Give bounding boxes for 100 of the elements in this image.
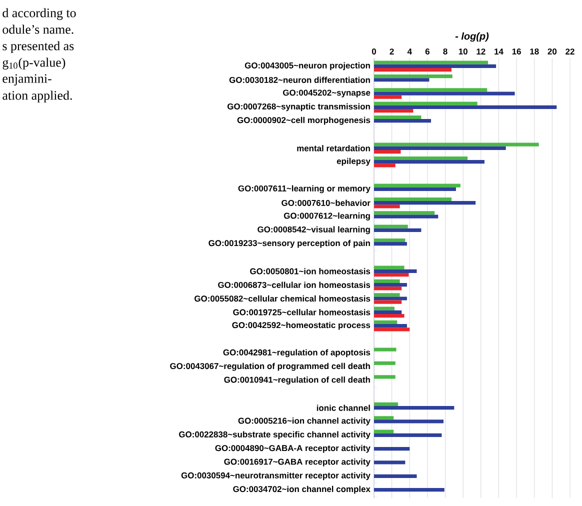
- bar: [374, 156, 468, 160]
- bar: [374, 142, 539, 146]
- bar: [374, 293, 400, 297]
- bar: [374, 300, 402, 304]
- bar: [374, 197, 452, 202]
- bar: [374, 320, 398, 324]
- y-tick-label: GO:0005216~ion channel activity: [238, 418, 370, 426]
- y-tick-label: GO:0004890~GABA-A receptor activity: [215, 444, 370, 453]
- bar: [374, 433, 442, 437]
- y-tick-label: epilepsy: [336, 158, 370, 166]
- bar: [374, 460, 406, 464]
- text: enjamini-: [2, 74, 52, 86]
- y-tick-label: GO:0042592~homeostatic process: [232, 322, 370, 330]
- bar: [374, 211, 435, 215]
- x-tick-label: 6: [425, 48, 430, 54]
- bar: [374, 402, 398, 406]
- bar: [374, 283, 407, 287]
- x-tick-label: 2: [390, 48, 394, 54]
- bar: [374, 214, 438, 218]
- text: d according to: [2, 8, 76, 20]
- bar: [374, 416, 394, 420]
- bar: [374, 348, 396, 352]
- bar: [374, 119, 432, 123]
- x-tick-label: 14: [494, 48, 504, 54]
- text: ation applied.: [2, 90, 72, 102]
- y-tick-label: GO:0042981~regulation of apoptosis: [223, 349, 370, 358]
- x-tick-label: 10: [458, 48, 468, 54]
- x-tick-label: 18: [530, 48, 539, 54]
- y-tick-label: GO:0007610~behavior: [282, 200, 370, 206]
- y-tick-label: GO:0050801~ion homeostasis: [250, 268, 370, 274]
- bar: [374, 328, 410, 332]
- bar: [374, 361, 396, 366]
- bar: [374, 269, 417, 273]
- bar: [374, 146, 506, 150]
- bar: [374, 204, 400, 208]
- y-tick-label: GO:0000902~cell morphogenesis: [237, 116, 370, 125]
- bar: [374, 92, 515, 96]
- x-axis-title: - log(p): [455, 32, 489, 42]
- bar: [374, 242, 407, 246]
- bar: [374, 160, 484, 164]
- bar: [374, 420, 444, 424]
- x-tick-label: 8: [443, 48, 448, 54]
- y-tick-label: GO:0055082~cellular chemical homeostasis: [194, 295, 370, 302]
- bar: [374, 375, 396, 379]
- y-tick-label: GO:0043005~neuron projection: [244, 62, 370, 70]
- bar: [374, 406, 454, 410]
- bar: [374, 74, 452, 78]
- text: g$_{10}$(p-value): [2, 58, 66, 70]
- bar: [374, 228, 422, 232]
- y-tick-label: GO:0007611~learning or memory: [238, 185, 370, 194]
- y-tick-label: GO:0016917~GABA receptor activity: [224, 458, 370, 466]
- bar: [374, 310, 402, 314]
- bar: [374, 105, 557, 109]
- bar: [374, 102, 478, 106]
- y-tick-label: GO:0007612~learning: [284, 212, 370, 220]
- bar: [374, 88, 488, 92]
- bar: [374, 64, 496, 68]
- bar: [374, 324, 407, 328]
- y-tick-label: GO:0034702~ion channel complex: [233, 486, 370, 494]
- bar: [374, 78, 430, 82]
- text: odule’s name.: [2, 24, 74, 34]
- x-tick-label: 0: [372, 48, 376, 54]
- bar: [374, 95, 402, 99]
- bar: [374, 224, 408, 228]
- y-tick-label: ionic channel: [316, 404, 370, 411]
- y-tick-label: GO:0045202~synapse: [283, 90, 370, 98]
- bar: [374, 201, 476, 205]
- bar: [374, 150, 401, 154]
- bar: [374, 306, 394, 310]
- bar: [374, 296, 407, 300]
- y-tick-label: GO:0030182~neuron differentiation: [229, 76, 370, 83]
- y-tick-label: GO:0006873~cellular ion homeostasis: [218, 282, 370, 288]
- x-tick-label: 4: [407, 48, 412, 54]
- y-tick-label: GO:0008542~visual learning: [258, 226, 370, 234]
- bar: [374, 115, 422, 120]
- bar: [374, 108, 414, 113]
- x-tick-label: 12: [476, 48, 486, 54]
- x-tick-label: 22: [566, 48, 574, 54]
- bar: [374, 68, 452, 72]
- x-tick-label: 20: [548, 48, 557, 54]
- bar: [374, 286, 402, 290]
- y-tick-label: GO:0022838~substrate specific channel activity: [179, 431, 370, 440]
- bar: [374, 164, 396, 168]
- bar: [374, 447, 410, 451]
- bar: [374, 187, 456, 191]
- y-tick-label: GO:0019725~cellular homeostasis: [233, 309, 370, 316]
- bar: [374, 430, 394, 434]
- bar: [374, 60, 488, 64]
- y-tick-label: GO:0007268~synaptic transmission: [228, 103, 370, 112]
- bar: [374, 314, 404, 318]
- bar: [374, 266, 404, 270]
- text: s presented as: [2, 41, 74, 53]
- y-tick-label: GO:0019233~sensory perception of pain: [208, 240, 370, 248]
- y-tick-label: GO:0030594~neurotransmitter receptor activity: [181, 472, 370, 480]
- bar: [374, 184, 460, 188]
- bar: [374, 488, 444, 492]
- bar: [374, 279, 400, 284]
- bar: [374, 474, 417, 478]
- y-tick-label: mental retardation: [297, 145, 370, 152]
- y-tick-label: GO:0010941~regulation of cell death: [224, 376, 370, 384]
